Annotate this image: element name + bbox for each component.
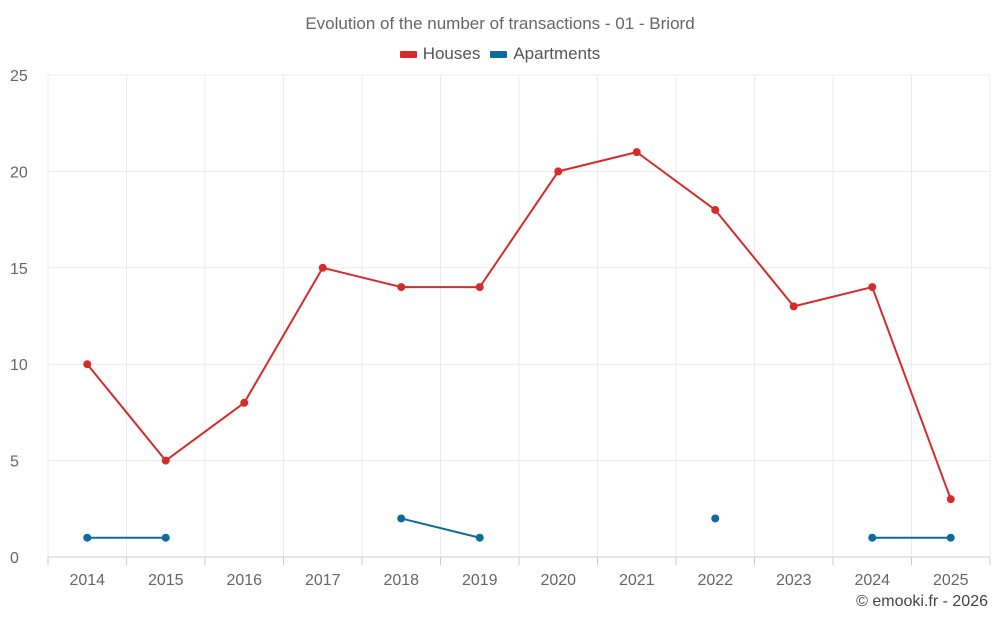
series-group [83,148,955,542]
y-tick-label: 5 [10,454,19,471]
x-tick-label: 2015 [148,572,184,589]
legend: Houses Apartments [0,44,1000,64]
data-point-apartments [946,533,955,542]
legend-item-houses[interactable]: Houses [399,44,481,64]
y-tick-label: 15 [10,261,28,278]
data-point-houses [789,302,798,311]
data-point-houses [318,263,327,272]
y-axis-labels: 0 5 10 15 20 25 [10,68,28,567]
y-tick-label: 0 [10,550,19,567]
legend-swatch-houses [399,50,417,58]
chart-title: Evolution of the number of transactions … [305,14,695,33]
x-tick-label: 2022 [697,572,733,589]
legend-swatch-apartments [490,50,508,58]
data-point-houses [711,205,720,214]
data-point-houses [868,283,877,292]
data-point-apartments [161,533,170,542]
data-point-houses [475,283,484,292]
series-line-apartments [401,517,480,539]
x-tick-label: 2021 [619,572,655,589]
x-tick-label: 2018 [383,572,419,589]
legend-item-apartments[interactable]: Apartments [490,44,600,64]
x-tick-label: 2020 [540,572,576,589]
x-tick-label: 2019 [462,572,498,589]
y-tick-label: 25 [10,68,28,85]
data-point-houses [83,360,92,369]
x-axis-labels: 2014 2015 2016 2017 2018 2019 2020 2021 2022 2023… [69,572,968,589]
data-point-apartments [711,514,720,523]
data-point-houses [240,398,249,407]
x-tick-label: 2016 [226,572,262,589]
data-point-apartments [83,533,92,542]
y-tick-label: 20 [10,164,28,181]
legend-label-houses: Houses [422,44,481,63]
y-tick-label: 10 [10,357,28,374]
data-point-apartments [475,533,484,542]
series-line-houses [86,151,952,500]
x-tick-label: 2024 [854,572,890,589]
grid [47,74,991,565]
data-point-houses [632,148,641,157]
x-tick-label: 2023 [776,572,812,589]
data-point-apartments [397,514,406,523]
x-tick-label: 2014 [69,572,105,589]
x-tick-label: 2025 [933,572,969,589]
data-point-houses [554,167,563,176]
legend-label-apartments: Apartments [513,44,601,63]
x-tick-label: 2017 [305,572,341,589]
data-point-houses [161,456,170,465]
data-point-apartments [868,533,877,542]
data-point-houses [946,495,955,504]
credit: © emooki.fr - 2026 [856,593,988,610]
data-point-houses [397,283,406,292]
